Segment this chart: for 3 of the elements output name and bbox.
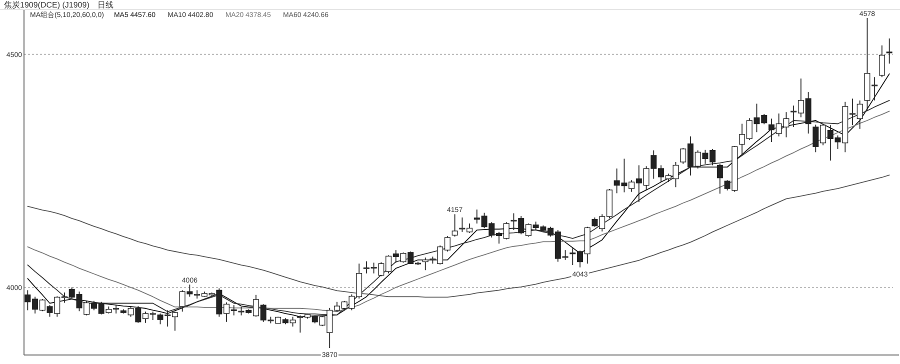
chart-subtitle: 日线 [98, 0, 114, 10]
line-series [27, 174, 890, 298]
chart-title: 焦炭1909(DCE) (J1909) [4, 0, 90, 10]
